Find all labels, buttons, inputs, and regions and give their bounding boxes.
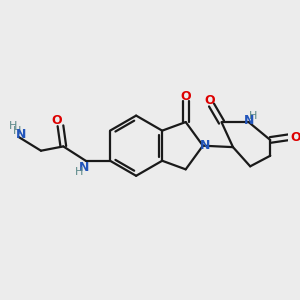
Text: O: O [205,94,215,106]
Text: O: O [290,130,300,144]
Text: H: H [13,126,21,136]
Text: N: N [79,160,89,174]
Text: O: O [52,114,62,127]
Text: O: O [180,90,191,103]
Text: H: H [249,111,257,121]
Text: H: H [75,167,84,177]
Text: N: N [200,139,210,152]
Text: H: H [9,121,18,131]
Text: N: N [16,128,27,141]
Text: N: N [244,114,254,127]
